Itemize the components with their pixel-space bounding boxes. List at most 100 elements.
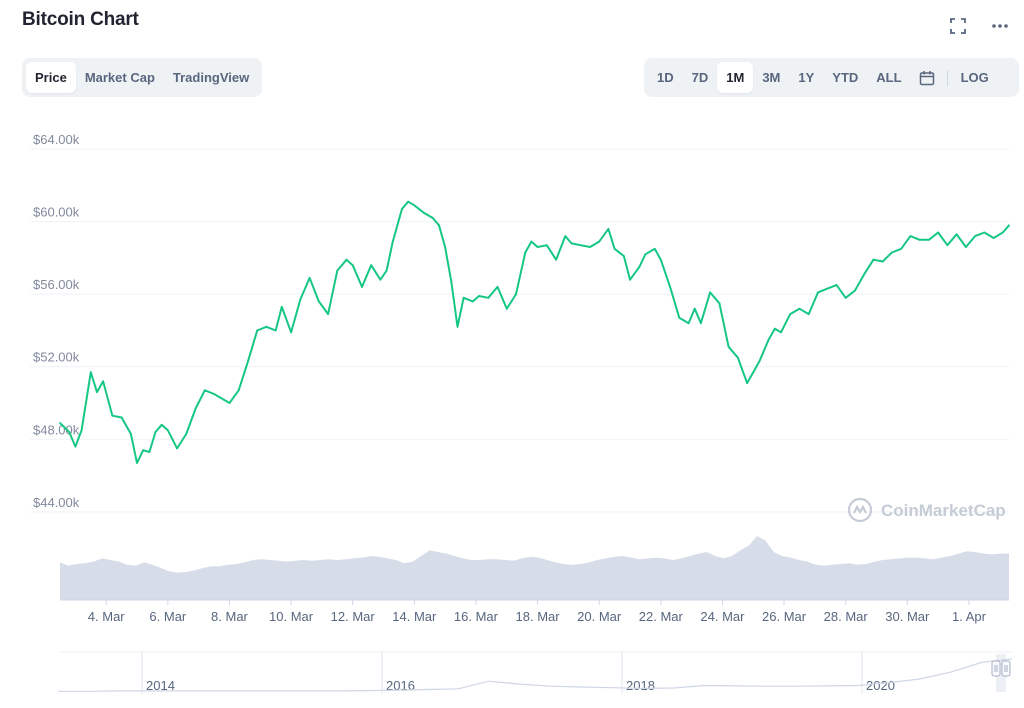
price-point: [700, 322, 702, 325]
price-point: [872, 258, 875, 261]
x-tick-label: 26. Mar: [762, 609, 807, 624]
price-point: [536, 246, 539, 248]
price-point: [185, 433, 188, 435]
price-point: [265, 325, 268, 328]
x-tick-label: 4. Mar: [88, 609, 126, 624]
price-point: [160, 423, 163, 426]
price-point: [752, 371, 755, 374]
y-tick-label: $48.00k: [33, 422, 80, 437]
price-point: [228, 402, 231, 404]
price-point: [80, 429, 83, 432]
price-point: [983, 231, 986, 234]
price-point: [718, 302, 721, 305]
price-point: [237, 389, 240, 392]
range-7d[interactable]: 7D: [691, 70, 709, 85]
chart-type-tabs: Price Market Cap TradingView: [22, 58, 263, 97]
navigator-selection[interactable]: [996, 654, 1006, 692]
price-point: [955, 233, 958, 236]
navigator-year-label: 2014: [146, 678, 175, 693]
price-point: [844, 296, 847, 299]
x-tick-label: 24. Mar: [700, 609, 745, 624]
price-point: [391, 240, 394, 243]
calendar-icon[interactable]: [911, 62, 943, 93]
y-tick-label: $60.00k: [33, 205, 80, 220]
x-axis-labels: 4. Mar 6. Mar 8. Mar 10. Mar 12. Mar 14. Mar 1…: [88, 600, 987, 624]
tab-tradingview[interactable]: TradingView: [172, 70, 250, 85]
price-point: [693, 307, 696, 310]
price-point: [154, 431, 157, 433]
price-point: [798, 307, 801, 310]
range-1m[interactable]: 1M: [717, 62, 754, 93]
watermark: CoinMarketCap: [847, 497, 1006, 523]
price-point: [299, 298, 302, 301]
price-point: [909, 235, 912, 238]
price-point: [613, 247, 616, 250]
price-point: [789, 313, 792, 315]
price-point: [472, 300, 474, 303]
price-point: [607, 228, 610, 230]
price-point: [274, 329, 277, 332]
price-point: [407, 200, 410, 203]
price-point: [136, 462, 138, 464]
tab-price[interactable]: Price: [26, 62, 76, 93]
price-point: [891, 251, 893, 254]
price-point: [863, 273, 866, 276]
price-point: [598, 240, 601, 243]
tab-market-cap[interactable]: Market Cap: [84, 70, 155, 85]
price-line-group: [59, 200, 1010, 464]
price-point: [59, 422, 61, 424]
price-point: [965, 246, 967, 248]
price-point: [918, 238, 921, 241]
page-title: Bitcoin Chart: [22, 9, 139, 30]
range-ytd[interactable]: YTD: [832, 70, 859, 85]
price-point: [579, 244, 582, 247]
price-point: [505, 307, 508, 310]
price-point: [351, 264, 354, 267]
price-point: [148, 451, 151, 453]
price-point: [68, 431, 71, 433]
price-point: [767, 338, 770, 341]
range-selector: 1D 7D 1M 3M 1Y YTD ALL LOG: [644, 58, 1019, 97]
range-3m[interactable]: 3M: [762, 70, 781, 85]
price-point: [438, 224, 440, 227]
range-all[interactable]: ALL: [876, 70, 902, 85]
price-point: [444, 246, 446, 248]
x-tick-label: 8. Mar: [211, 609, 249, 624]
watermark-text: CoinMarketCap: [881, 501, 1006, 520]
x-tick-label: 16. Mar: [454, 609, 499, 624]
more-horizontal-icon[interactable]: [990, 16, 1010, 36]
price-point: [327, 313, 329, 315]
price-point: [854, 289, 856, 292]
price-point: [644, 253, 647, 256]
price-point: [974, 235, 976, 238]
price-point: [758, 360, 761, 363]
price-point: [176, 447, 179, 450]
y-tick-label: $56.00k: [33, 277, 80, 292]
price-point: [737, 356, 739, 359]
navigator-handle[interactable]: [991, 660, 1001, 677]
price-point: [515, 293, 517, 296]
x-tick-label: 6. Mar: [149, 609, 187, 624]
navigator-handle[interactable]: [1001, 660, 1011, 677]
range-divider: [946, 69, 948, 86]
log-toggle[interactable]: LOG: [960, 70, 989, 85]
expand-icon[interactable]: [948, 16, 968, 36]
x-tick-label: 10. Mar: [269, 609, 314, 624]
price-point: [478, 295, 480, 297]
price-point: [780, 331, 782, 334]
y-tick-label: $64.00k: [33, 132, 80, 147]
price-point: [928, 238, 930, 241]
price-point: [194, 407, 197, 410]
x-tick-label: 30. Mar: [885, 609, 930, 624]
x-tick-label: 28. Mar: [824, 609, 869, 624]
header-actions: [948, 16, 1010, 36]
price-point: [653, 247, 656, 250]
navigator-year-label: 2016: [386, 678, 415, 693]
price-point: [638, 266, 641, 268]
range-1d[interactable]: 1D: [657, 70, 674, 85]
x-tick-label: 18. Mar: [516, 609, 561, 624]
price-point: [678, 316, 681, 319]
range-1y[interactable]: 1Y: [798, 70, 815, 85]
price-point: [290, 331, 292, 334]
